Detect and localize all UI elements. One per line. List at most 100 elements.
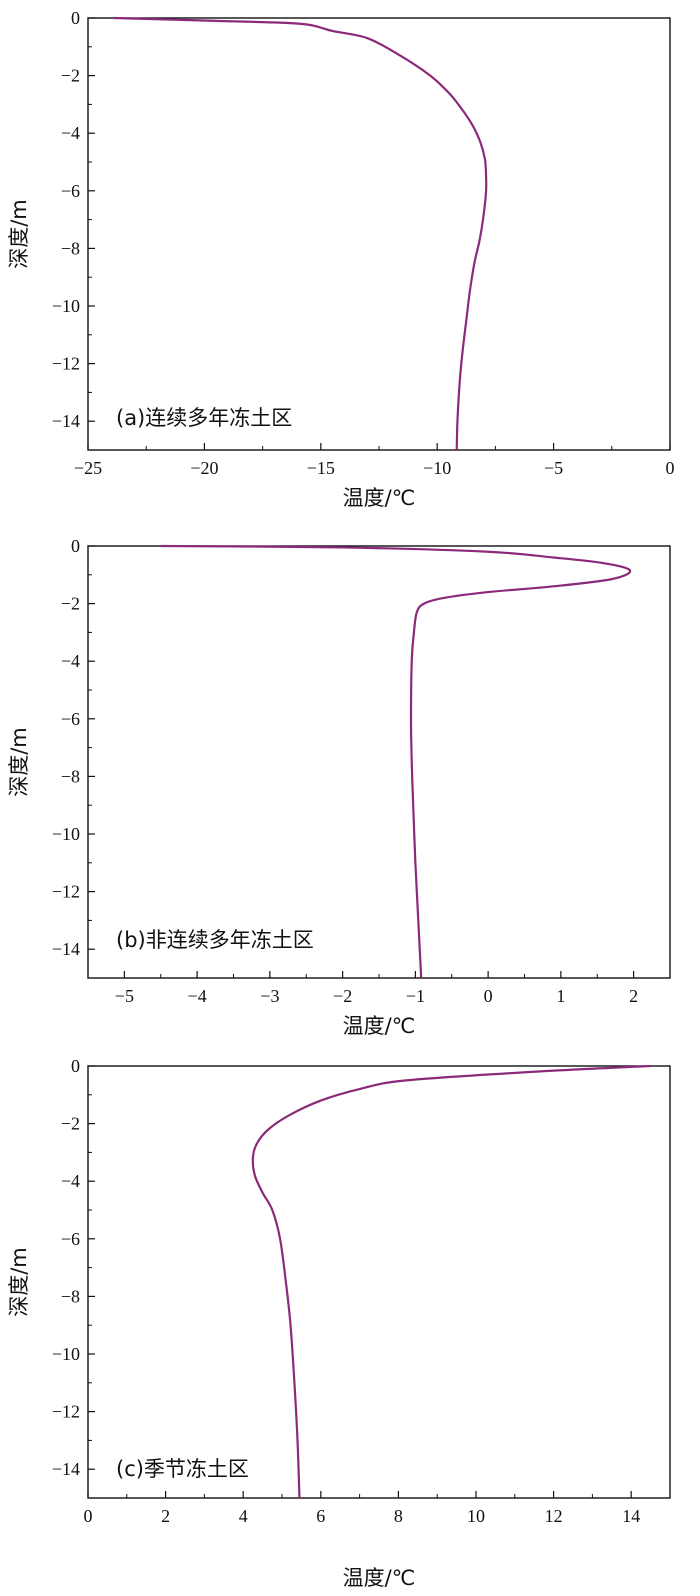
series-point — [462, 349, 463, 350]
series-point — [466, 320, 467, 321]
x-tick-label: 4 — [239, 1506, 248, 1526]
series-point — [410, 718, 411, 719]
x-tick-label: 2 — [161, 1506, 170, 1526]
series-point — [320, 1100, 321, 1101]
y-tick-label: −8 — [61, 238, 80, 258]
series-point — [415, 862, 416, 863]
y-tick-label: −14 — [52, 411, 80, 431]
y-tick-label: −2 — [61, 594, 80, 614]
series-point — [297, 1440, 298, 1441]
plot-frame — [87, 17, 671, 451]
series-point — [268, 1129, 269, 1130]
series-point — [459, 377, 460, 378]
y-tick-label: −12 — [52, 1402, 80, 1422]
y-tick-label: −6 — [61, 1229, 80, 1249]
y-axis-label: 深度/m — [7, 199, 31, 269]
x-tick-label: 1 — [556, 986, 565, 1006]
x-tick-label: 0 — [666, 458, 675, 478]
x-tick-label: 2 — [629, 986, 638, 1006]
series-point — [299, 23, 300, 24]
series-point — [113, 17, 114, 18]
series-point — [342, 547, 343, 548]
series-point — [430, 75, 431, 76]
series-point — [262, 1192, 263, 1193]
x-tick-label: 0 — [484, 986, 493, 1006]
series-point — [485, 176, 486, 177]
series-point — [290, 1325, 291, 1326]
x-axis-label: 温度/℃ — [343, 486, 416, 510]
series-point — [285, 1281, 286, 1282]
series-point — [272, 1209, 273, 1210]
series-point — [482, 225, 483, 226]
series-point — [444, 597, 445, 598]
y-axis-label: 深度/m — [7, 727, 31, 797]
y-tick-label: −10 — [52, 296, 80, 316]
y-tick-label: −6 — [61, 181, 80, 201]
series-point — [279, 1238, 280, 1239]
series-point — [367, 38, 368, 39]
series-point — [650, 1065, 651, 1066]
y-tick-label: −2 — [61, 1114, 80, 1134]
series-point — [215, 20, 216, 21]
x-axis-label: 温度/℃ — [343, 1014, 416, 1038]
x-tick-label: −2 — [333, 986, 352, 1006]
series-point — [553, 557, 554, 558]
plot-frame — [87, 545, 671, 979]
series-point — [413, 632, 414, 633]
series-point — [160, 545, 161, 546]
x-tick-label: −5 — [544, 458, 563, 478]
series-point — [289, 1114, 290, 1115]
series-point — [480, 141, 481, 142]
y-tick-label: 0 — [71, 1056, 80, 1076]
series-point — [488, 551, 489, 552]
series-point — [411, 661, 412, 662]
series-point — [488, 591, 489, 592]
series-point — [421, 977, 422, 978]
series-point — [417, 905, 418, 906]
x-tick-label: 0 — [84, 1506, 93, 1526]
y-tick-label: −4 — [61, 651, 80, 671]
series-point — [479, 242, 480, 243]
series-point — [469, 291, 470, 292]
y-tick-label: −14 — [52, 1459, 80, 1479]
y-tick-label: −6 — [61, 709, 80, 729]
series-point — [484, 159, 485, 160]
x-tick-label: −5 — [115, 986, 134, 1006]
y-tick-label: −8 — [61, 766, 80, 786]
x-tick-label: −10 — [423, 458, 451, 478]
series-point — [332, 30, 333, 31]
x-tick-label: −4 — [188, 986, 207, 1006]
series-point — [399, 55, 400, 56]
chart-panel-2: 0 2 4 6 8 10 12 14 0 −2 −4 −6 −8 −10 −12 −14 温度/℃ 深度/m (c)… — [7, 1056, 671, 1590]
plot-frame — [87, 1065, 671, 1499]
x-tick-label: −15 — [307, 458, 335, 478]
series-point — [474, 262, 475, 263]
series-point — [254, 1175, 255, 1176]
y-tick-label: −10 — [52, 1344, 80, 1364]
series-point — [456, 449, 457, 450]
series-point — [294, 1382, 295, 1383]
panel-annotation: (a)连续多年冻土区 — [116, 406, 292, 430]
series-point — [448, 92, 449, 93]
series-point — [419, 949, 420, 950]
x-tick-label: 10 — [467, 1506, 485, 1526]
series-point — [484, 207, 485, 208]
y-axis-label: 深度/m — [7, 1247, 31, 1317]
y-tick-label: −10 — [52, 824, 80, 844]
x-tick-label: 12 — [545, 1506, 563, 1526]
series-point — [413, 805, 414, 806]
series-point — [611, 579, 612, 580]
series-point — [299, 1497, 300, 1498]
x-tick-label: 8 — [394, 1506, 403, 1526]
x-tick-label: 14 — [622, 1506, 640, 1526]
x-tick-label: −25 — [74, 458, 102, 478]
series-line — [113, 16, 488, 451]
series-point — [256, 1143, 257, 1144]
y-tick-label: −12 — [52, 882, 80, 902]
x-tick-label: −1 — [406, 986, 425, 1006]
series-line — [160, 544, 632, 979]
series-point — [406, 1080, 407, 1081]
series-point — [416, 612, 417, 613]
series-point — [553, 586, 554, 587]
